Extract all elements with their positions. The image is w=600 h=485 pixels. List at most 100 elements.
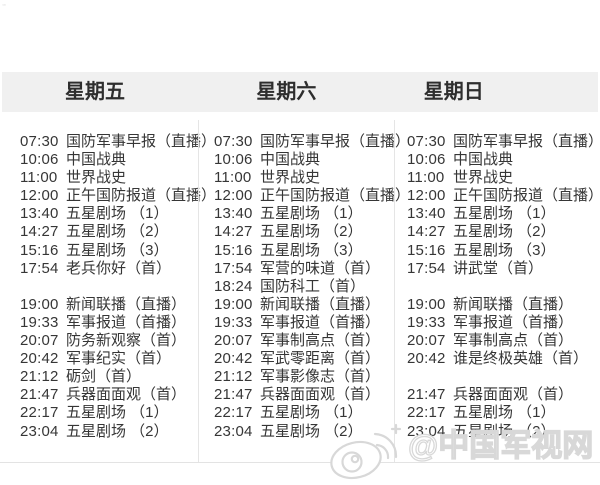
program-title: 军事制高点（首） [453,332,574,350]
program-time: 17:54 [407,259,446,277]
program-time: 19:00 [214,295,253,313]
program-time: 21:47 [214,386,253,404]
program-time: 07:30 [20,133,59,150]
program-title: 国防科工（首） [260,277,366,295]
schedule-row: 19:00 新闻联播（直播） [214,296,394,314]
program-time: 11:00 [214,169,252,187]
schedule-row: 23:04 五星剧场 （2） [407,423,600,441]
schedule-row: 21:12 砺剑（首） [20,368,198,386]
schedule-row: 14:27 五星剧场 （2） [407,223,600,241]
schedule-row: 15:16 五星剧场 （3） [407,242,600,260]
watermark-handle: @中国军视网 [407,428,594,463]
program-time: 17:54 [214,259,253,277]
day-header-sunday: 星期日 [423,81,484,103]
program-time: 23:04 [214,422,253,440]
program-title: 军事报道（首播） [66,313,187,331]
schedule-row: 19:00 新闻联播（直播） [407,296,600,314]
schedule-row: 11:00 世界战史 [407,169,600,187]
program-title: 五星剧场 （2） [66,223,169,241]
program-time: 20:42 [407,350,446,368]
program-title: 国防军事早报（直播） [66,133,217,150]
program-title: 军事制高点（首） [260,332,381,350]
program-time: 19:00 [20,295,59,313]
program-title: 中国战典 [66,151,127,169]
column-divider [198,120,199,462]
schedule-row: 23:04 五星剧场 （2） [214,423,394,441]
program-title: 防务新观察（首） [66,332,187,350]
program-time: 17:54 [20,259,59,277]
schedule-row: 22:17 五星剧场 （1） [20,404,198,422]
schedule-row: 19:00 新闻联播（直播） [20,296,198,314]
program-time [20,278,58,296]
program-time: 10:06 [214,151,253,169]
program-time: 22:17 [214,404,253,422]
day-header-friday: 星期五 [65,81,125,103]
program-time: 19:33 [214,313,253,331]
program-time: 13:40 [20,205,59,223]
program-time: 07:30 [214,133,253,150]
program-title: 中国战典 [260,151,321,169]
program-title: 国防军事早报（直播） [453,133,600,150]
schedule-row: 20:42 军事纪实（首） [20,350,198,368]
program-title: 军事报道（首播） [260,313,381,331]
program-title: 五星剧场 （2） [453,422,556,440]
program-time: 12:00 [407,187,446,205]
schedule-row: 14:27 五星剧场 （2） [214,223,394,241]
program-time: 12:00 [20,187,59,205]
schedule-row: 18:24 国防科工（首） [214,278,394,296]
program-title: 五星剧场 （1） [453,404,556,422]
program-time: 22:17 [407,404,446,422]
program-time: 22:17 [20,404,59,422]
schedule-row: 12:00 正午国防报道（直播） [20,187,216,205]
program-title: 中国战典 [453,151,514,169]
program-time: 19:33 [20,313,59,331]
program-title: 军营的味道（首） [260,259,381,277]
schedule-row: 21:12 军事影像志（首） [214,368,394,386]
program-title: 兵器面面观（首） [453,386,574,404]
program-title: 五星剧场 （3） [453,241,556,259]
program-time: 20:07 [407,332,446,350]
program-title: 五星剧场 （1） [260,404,363,422]
schedule-row: 10:06 中国战典 [407,151,600,169]
column-divider [394,120,395,462]
program-time: 07:30 [407,133,446,150]
program-title: 世界战史 [66,169,127,187]
schedule-row: 12:00 正午国防报道（直播） [407,187,600,205]
schedule-row: 11:00 世界战史 [214,169,394,187]
schedule-row: 20:42 军武零距离（首） [214,350,394,368]
program-time: 14:27 [407,223,446,241]
program-time: 21:12 [20,368,59,386]
program-title: 世界战史 [260,169,321,187]
program-time: 13:40 [407,205,446,223]
weibo-watermark: @中国军视网 [328,418,594,482]
program-title: 五星剧场 （3） [66,241,169,259]
day-header-saturday: 星期六 [256,81,317,103]
schedule-body: 07:30 国防军事早报（直播） 10:06 中国战典 11:00 世界战史 12:00 正午… [0,112,600,462]
schedule-row: 20:07 军事制高点（首） [214,332,394,350]
program-time: 10:06 [407,151,446,169]
schedule-row-empty [407,368,600,386]
program-time: 14:27 [20,223,59,241]
program-time: 15:16 [407,241,446,259]
program-time: 21:47 [20,386,59,404]
program-title: 世界战史 [453,169,514,187]
schedule-row: 20:07 军事制高点（首） [407,332,600,350]
program-title: 正午国防报道（直播） [66,187,217,205]
schedule-row-empty [20,278,198,296]
schedule-row: 13:40 五星剧场 （1） [407,205,600,223]
schedule-row: 21:47 兵器面面观（首） [214,386,394,404]
program-title: 新闻联播（直播） [66,295,187,313]
schedule-row: 07:30 国防军事早报（直播） [214,133,410,151]
program-time: 18:24 [214,277,253,295]
schedule-row: 21:47 兵器面面观（首） [20,386,198,404]
program-title: 正午国防报道（直播） [453,187,600,205]
program-title: 军武零距离（首） [260,350,381,368]
program-time: 21:47 [407,386,446,404]
day-column-sunday: 07:30 国防军事早报（直播） 10:06 中国战典 11:00 世界战史 12:00 正午… [394,133,600,462]
schedule-row: 11:00 世界战史 [20,169,198,187]
schedule-row: 22:17 五星剧场 （1） [407,404,600,422]
program-time: 19:33 [407,313,446,331]
program-time: 23:04 [407,422,446,440]
program-title: 五星剧场 （3） [260,241,363,259]
program-time: 11:00 [20,169,58,187]
